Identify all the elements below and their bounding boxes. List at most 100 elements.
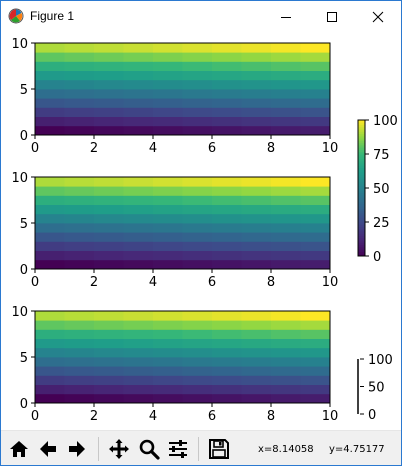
heatmap-cell	[212, 204, 242, 215]
heatmap-cell	[64, 79, 95, 90]
colorbar-segment	[358, 156, 365, 160]
colorbar-segment	[358, 203, 365, 207]
home-button[interactable]	[5, 435, 33, 463]
heatmap-cell	[182, 250, 213, 261]
configure-subplots-button[interactable]	[164, 435, 192, 463]
heatmap-cell	[153, 70, 183, 81]
x-tick-label: 4	[149, 275, 157, 290]
heatmap-cell	[271, 223, 301, 233]
heatmap-cell	[182, 98, 213, 108]
colorbar-tick-label: 0	[373, 250, 381, 265]
heatmap-cell	[64, 357, 95, 367]
heatmap-cell	[64, 213, 95, 224]
heatmap-cell	[94, 177, 124, 187]
heatmap-cell	[153, 347, 183, 358]
heatmap-cell	[123, 43, 154, 53]
title-bar[interactable]: Figure 1	[1, 1, 401, 32]
heatmap-cell	[94, 375, 124, 385]
heatmap-cell	[35, 384, 65, 395]
colorbar-tick-label: 25	[373, 216, 390, 231]
colorbar-segment	[358, 160, 365, 164]
colorbar-segment	[358, 169, 365, 173]
heatmap-cell	[35, 116, 65, 127]
configure-subplots-icon	[169, 440, 187, 458]
x-tick-label: 8	[267, 141, 275, 156]
heatmap-cell	[271, 177, 301, 187]
heatmap-cell	[182, 311, 213, 321]
heatmap-cell	[35, 186, 65, 196]
colorbar-tick-label: 100	[373, 114, 398, 129]
colorbar-segment	[358, 126, 365, 130]
heatmap-cell	[271, 366, 301, 376]
heatmap-cell	[300, 311, 331, 321]
heatmap-cell	[64, 366, 95, 376]
heatmap-cell	[35, 232, 65, 242]
x-tick-label: 10	[322, 409, 339, 424]
heatmap-cell	[300, 241, 331, 251]
heatmap-cell	[94, 52, 124, 62]
minimize-button[interactable]	[263, 1, 309, 32]
maximize-button[interactable]	[309, 1, 355, 32]
colorbar-segment	[358, 188, 365, 191]
heatmap-cell	[271, 384, 301, 395]
heatmap-cell	[123, 52, 154, 62]
heatmap-cell	[64, 107, 95, 117]
heatmap-cell	[64, 186, 95, 196]
save-button[interactable]	[205, 435, 233, 463]
heatmap-cell	[241, 70, 272, 81]
heatmap-cell	[94, 89, 124, 99]
zoom-button[interactable]	[135, 435, 163, 463]
heatmap-cell	[153, 250, 183, 261]
heatmap-cell	[64, 223, 95, 233]
heatmap-cell	[94, 329, 124, 339]
heatmap-cell	[153, 366, 183, 376]
close-button[interactable]	[355, 1, 401, 32]
heatmap-cell	[123, 125, 154, 136]
heatmap-cell	[123, 329, 154, 339]
colorbar-segment	[358, 178, 365, 182]
heatmap-cell	[123, 384, 154, 395]
heatmap-cell	[35, 357, 65, 367]
heatmap-cell	[271, 107, 301, 117]
forward-icon	[69, 441, 85, 457]
heatmap-cell	[212, 384, 242, 395]
heatmap-cell	[212, 320, 242, 330]
colorbar-segment	[358, 244, 365, 248]
heatmap-cell	[123, 366, 154, 376]
heatmap-cell	[271, 61, 301, 71]
heatmap-cell	[35, 204, 65, 215]
heatmap-cell	[212, 177, 242, 187]
navigation-toolbar: x=8.14058 y=4.75177	[1, 430, 401, 465]
heatmap-cell	[182, 223, 213, 233]
heatmap-cell	[271, 320, 301, 330]
heatmap-cell	[271, 393, 301, 404]
colorbar-segment	[358, 224, 365, 228]
heatmap-cell	[241, 177, 272, 187]
heatmap-cell	[182, 241, 213, 251]
heatmap-cell	[35, 89, 65, 99]
heatmap-cell	[94, 241, 124, 251]
heatmap-cell	[35, 241, 65, 251]
heatmap-cell	[212, 241, 242, 251]
heatmap-cell	[300, 79, 331, 90]
colorbar-segment	[358, 197, 365, 200]
colorbar-segment	[358, 174, 365, 178]
x-tick-label: 10	[322, 141, 339, 156]
colorbar-segment	[358, 135, 365, 139]
forward-button[interactable]	[63, 435, 91, 463]
pan-button[interactable]	[105, 435, 133, 463]
back-button[interactable]	[34, 435, 62, 463]
pan-icon	[109, 439, 129, 459]
heatmap-cell	[271, 259, 301, 270]
heatmap-cell	[300, 43, 331, 53]
close-icon	[372, 11, 384, 22]
colorbar-segment	[358, 138, 365, 141]
heatmap-cell	[35, 223, 65, 233]
heatmap-cell	[123, 195, 154, 205]
figure-canvas[interactable]: 0 2 4 6 8 10 0 5 10 0 2 4 6 8 10 0 5 10 0 2 4 6 8 10 0 5 10 0 25 50 75…	[1, 32, 401, 430]
heatmap-cell	[241, 116, 272, 127]
heatmap-cell	[64, 43, 95, 53]
heatmap-cell	[123, 320, 154, 330]
heatmap-cell	[153, 43, 183, 53]
